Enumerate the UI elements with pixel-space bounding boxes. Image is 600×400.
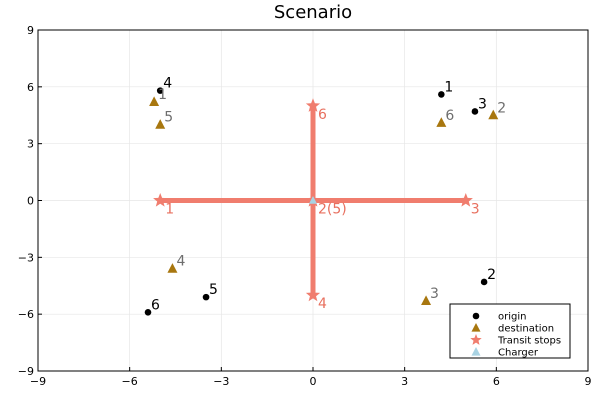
y-tick-label: 0 [27, 195, 34, 208]
origin-label: 4 [163, 76, 172, 92]
x-tick-label: 0 [310, 375, 317, 388]
transit-stop-label: 6 [318, 107, 327, 123]
x-tick-label: −9 [30, 375, 46, 388]
origin-point [438, 91, 445, 98]
transit-stop-point [153, 193, 168, 207]
destination-label: 3 [430, 286, 439, 302]
destination-point [488, 109, 499, 120]
legend-marker-destination [471, 322, 481, 332]
destination-point [436, 117, 447, 127]
destination-point [155, 119, 166, 129]
origin-point [480, 278, 488, 286]
destination-point [421, 295, 432, 305]
charger-point [309, 196, 317, 204]
x-tick-label: −3 [213, 375, 229, 388]
legend-label: destination [498, 324, 554, 335]
origin-point [202, 293, 210, 301]
origin-label: 3 [478, 96, 487, 112]
destination-label: 4 [176, 254, 185, 270]
origin-point [144, 308, 152, 316]
x-tick-label: −6 [122, 375, 138, 388]
origin-point [156, 87, 164, 94]
y-tick-label: −3 [18, 251, 34, 264]
y-tick-label: 3 [27, 138, 34, 151]
transit-stop-label: 4 [318, 296, 327, 312]
x-tick-label: 9 [585, 375, 592, 388]
y-tick-label: −6 [18, 308, 34, 321]
y-tick-label: 9 [27, 24, 34, 37]
transit-stop-point [305, 98, 321, 112]
transit-stop-label: 2(5) [318, 202, 347, 218]
legend-label: origin [498, 312, 526, 323]
legend-label: Charger [498, 348, 539, 359]
origin-label: 2 [487, 267, 496, 283]
legend-marker-origin [472, 312, 480, 320]
transit-stop-point [305, 287, 321, 302]
origin-label: 5 [209, 282, 218, 298]
destination-point [149, 96, 160, 107]
chart-title: Scenario [274, 2, 352, 23]
destination-point [167, 263, 178, 273]
chart-marks [144, 87, 499, 316]
x-tick-label: 6 [493, 375, 500, 388]
transit-stop-point [458, 193, 473, 207]
y-axis-ticks: −9 −6 −3 0 3 6 9 [18, 24, 42, 378]
transit-stop-label: 1 [165, 202, 174, 218]
legend-marker-charger [471, 346, 481, 356]
y-tick-label: 6 [27, 81, 34, 94]
x-axis-ticks: −9 −6 −3 0 3 6 9 [30, 367, 592, 388]
destination-label: 5 [164, 110, 173, 126]
transit-stop-label: 3 [471, 202, 480, 218]
destination-label: 6 [445, 108, 454, 124]
destination-label: 2 [497, 100, 506, 116]
x-tick-label: 3 [401, 375, 408, 388]
legend-marker-transit [470, 334, 482, 345]
origin-label: 1 [444, 79, 453, 95]
legend-box [449, 303, 571, 359]
destination-label: 1 [158, 87, 167, 103]
y-tick-label: −9 [18, 365, 34, 378]
origin-label: 6 [151, 297, 160, 313]
legend-label: Transit stops [497, 336, 561, 347]
origin-point [471, 108, 479, 115]
